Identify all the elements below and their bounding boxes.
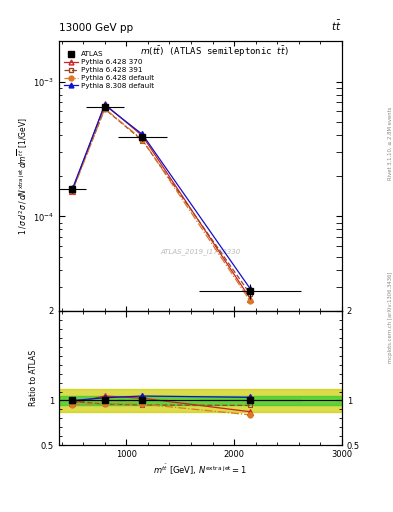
Text: $t\bar{t}$: $t\bar{t}$ bbox=[331, 19, 342, 33]
Text: 13000 GeV pp: 13000 GeV pp bbox=[59, 23, 133, 33]
Text: mcplots.cern.ch [arXiv:1306.3436]: mcplots.cern.ch [arXiv:1306.3436] bbox=[388, 272, 393, 363]
Bar bbox=[59, 389, 342, 412]
X-axis label: $m^{t\bar{t}}$ [GeV], $N^{\rm extra\ jet} = 1$: $m^{t\bar{t}}$ [GeV], $N^{\rm extra\ jet… bbox=[153, 462, 248, 477]
Y-axis label: Ratio to ATLAS: Ratio to ATLAS bbox=[29, 350, 38, 406]
Legend: ATLAS, Pythia 6.428 370, Pythia 6.428 391, Pythia 6.428 default, Pythia 8.308 de: ATLAS, Pythia 6.428 370, Pythia 6.428 39… bbox=[62, 50, 156, 90]
Bar bbox=[59, 396, 342, 405]
Text: Rivet 3.1.10, ≥ 2.8M events: Rivet 3.1.10, ≥ 2.8M events bbox=[388, 106, 393, 180]
Text: $m(t\bar{t})$ (ATLAS semileptonic $t\bar{t}$): $m(t\bar{t})$ (ATLAS semileptonic $t\bar… bbox=[140, 44, 289, 58]
Y-axis label: $1\,/\,\sigma\,d^2\sigma\,/\,dN^{\rm xtra\ jet}\,dm^{\overline{t}\,\overline{t}}: $1\,/\,\sigma\,d^2\sigma\,/\,dN^{\rm xtr… bbox=[16, 117, 30, 235]
Text: ATLAS_2019_I1750330: ATLAS_2019_I1750330 bbox=[160, 248, 241, 254]
